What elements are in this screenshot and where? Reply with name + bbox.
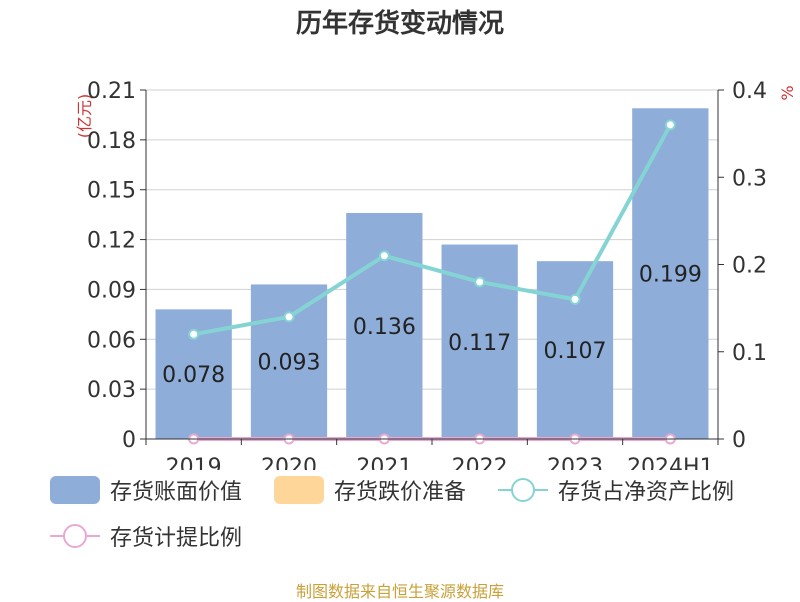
source-note: 制图数据来自恒生聚源数据库 — [295, 582, 504, 601]
point-net-asset-ratio-2023 — [569, 293, 581, 305]
point-net-asset-ratio-2021 — [378, 250, 390, 262]
legend-item-provision-ratio[interactable]: 存货计提比例 — [50, 518, 242, 554]
x-axis-category-label: 2020 — [261, 455, 317, 470]
bar-2020 — [250, 284, 328, 439]
right-axis-tick-label: 0.1 — [732, 341, 767, 366]
x-axis-category-label: 2021 — [356, 455, 412, 470]
legend-label-impairment: 存货跌价准备 — [334, 480, 467, 505]
point-net-asset-ratio-2020 — [283, 311, 295, 323]
bar-value-label: 0.093 — [258, 351, 321, 376]
left-axis-tick-label: 0.09 — [87, 278, 136, 303]
chart-title: 历年存货变动情况 — [296, 8, 504, 39]
right-axis-unit: % — [778, 85, 797, 100]
bar-2024H1 — [632, 108, 709, 440]
right-axis-tick-label: 0.2 — [732, 254, 767, 279]
left-axis-tick-label: 0.15 — [87, 179, 136, 204]
left-axis-tick-label: 0.21 — [87, 79, 136, 104]
left-axis-tick-label: 0 — [122, 428, 136, 453]
left-axis-tick-label: 0.06 — [87, 328, 136, 353]
x-axis-category-label: 2023 — [547, 455, 603, 470]
right-axis-tick-label: 0.3 — [732, 166, 767, 191]
left-axis-tick-label: 0.03 — [87, 378, 136, 403]
x-axis-category-label: 2022 — [452, 455, 508, 470]
x-axis-category-label: 2019 — [166, 455, 222, 470]
bar-value-label: 0.117 — [448, 331, 511, 356]
legend-swatch-provision-ratio — [50, 522, 100, 550]
point-net-asset-ratio-2024H1 — [664, 119, 676, 131]
legend-item-book-value[interactable]: 存货账面价值 — [50, 472, 242, 508]
bar-value-label: 0.136 — [353, 315, 416, 340]
legend-label-net-asset-ratio: 存货占净资产比例 — [558, 480, 735, 505]
point-net-asset-ratio-2019 — [188, 328, 200, 340]
legend-swatch-impairment — [274, 476, 324, 504]
legend-swatch-net-asset-ratio — [498, 476, 548, 504]
bar-value-label: 0.107 — [544, 339, 607, 364]
bar-value-label: 0.078 — [162, 363, 225, 388]
left-axis-unit: (亿元) — [75, 94, 94, 139]
right-axis-tick-label: 0 — [732, 428, 746, 453]
line-net-asset-ratio — [193, 123, 673, 337]
bar-value-label: 0.199 — [639, 263, 702, 288]
legend-item-net-asset-ratio[interactable]: 存货占净资产比例 — [498, 472, 734, 508]
bar-2023 — [536, 261, 614, 439]
legend-swatch-book-value — [50, 476, 100, 504]
legend-item-impairment[interactable]: 存货跌价准备 — [274, 472, 466, 508]
legend-label-book-value: 存货账面价值 — [110, 480, 243, 505]
legend-label-provision-ratio: 存货计提比例 — [110, 526, 243, 551]
point-net-asset-ratio-2022 — [474, 276, 486, 288]
left-axis-tick-label: 0.12 — [87, 229, 136, 254]
left-axis-tick-label: 0.18 — [87, 129, 136, 154]
x-axis-category-label: 2024H1 — [627, 455, 714, 470]
right-axis-tick-label: 0.4 — [732, 79, 767, 104]
